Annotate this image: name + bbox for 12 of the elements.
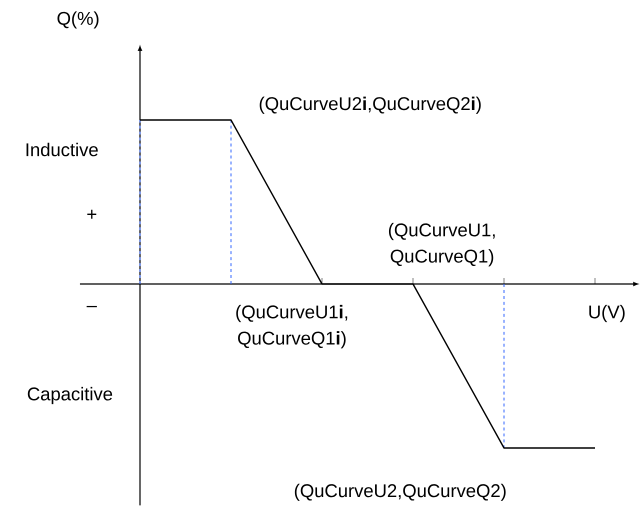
annotation: QuCurveQ1i) — [238, 331, 346, 348]
x-axis-title: U(V) — [589, 304, 625, 322]
text: (QuCurveU2i,QuCurveQ2i) — [260, 96, 481, 114]
text: (QuCurveU2,QuCurveQ2) — [294, 484, 506, 501]
annotation: Capacitive — [28, 386, 112, 404]
annotation: (QuCurveU1i, — [236, 304, 348, 322]
annotation: Inductive — [26, 142, 98, 156]
annotation: – — [86, 306, 97, 308]
y-axis-title: Q(%) — [57, 11, 98, 29]
annotation: (QuCurveU1, — [388, 222, 495, 240]
annotation: + — [87, 210, 96, 219]
annotation: QuCurveQ1) — [390, 249, 494, 266]
